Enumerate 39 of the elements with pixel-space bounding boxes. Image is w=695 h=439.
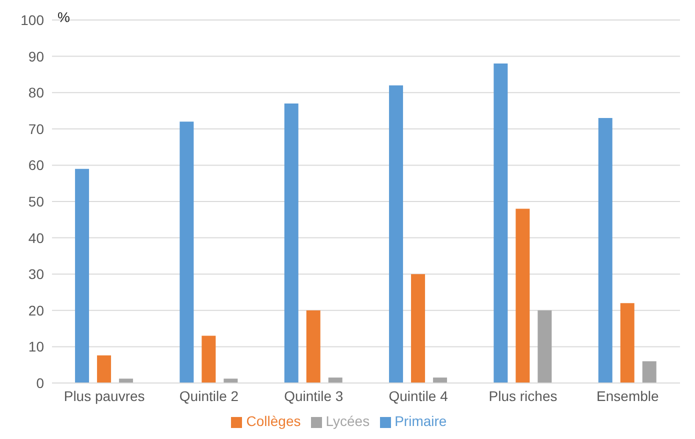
bar xyxy=(97,355,112,383)
bar xyxy=(620,303,634,383)
bar xyxy=(389,85,404,383)
legend-label: Primaire xyxy=(394,413,447,429)
bar xyxy=(328,378,342,383)
y-tick-label: 70 xyxy=(28,120,44,137)
x-tick-label: Quintile 4 xyxy=(388,388,448,404)
y-axis-title: % xyxy=(58,8,70,25)
x-tick-label: Quintile 3 xyxy=(284,388,344,404)
x-tick-label: Plus riches xyxy=(488,388,558,404)
bar xyxy=(433,378,448,383)
bar xyxy=(224,378,238,383)
bar xyxy=(411,274,426,383)
bar xyxy=(598,118,612,383)
y-tick-label: 40 xyxy=(28,230,44,246)
bar xyxy=(284,103,298,383)
x-tick-label: Plus pauvres xyxy=(64,388,145,404)
y-tick-label: 30 xyxy=(28,266,44,282)
y-tick-label: 80 xyxy=(28,84,44,101)
y-tick-label: 10 xyxy=(28,338,44,355)
x-tick-label: Quintile 2 xyxy=(179,388,239,404)
bar xyxy=(538,310,552,383)
y-tick-label: 50 xyxy=(28,193,44,210)
x-tick-label: Ensemble xyxy=(596,388,660,404)
legend-label: Collèges xyxy=(246,413,301,429)
bar xyxy=(494,64,508,383)
y-tick-label: 60 xyxy=(28,157,44,174)
bar xyxy=(306,310,320,383)
y-tick-label: 20 xyxy=(28,302,44,318)
bar xyxy=(642,361,656,383)
bar xyxy=(180,122,194,383)
y-tick-label: 100 xyxy=(20,12,44,28)
bar xyxy=(119,378,134,383)
legend-label: Lycées xyxy=(326,413,370,429)
y-tick-label: 90 xyxy=(28,48,44,64)
bar xyxy=(75,168,90,383)
y-tick-label: 0 xyxy=(36,374,44,391)
bar xyxy=(202,336,216,383)
bar xyxy=(516,208,530,383)
